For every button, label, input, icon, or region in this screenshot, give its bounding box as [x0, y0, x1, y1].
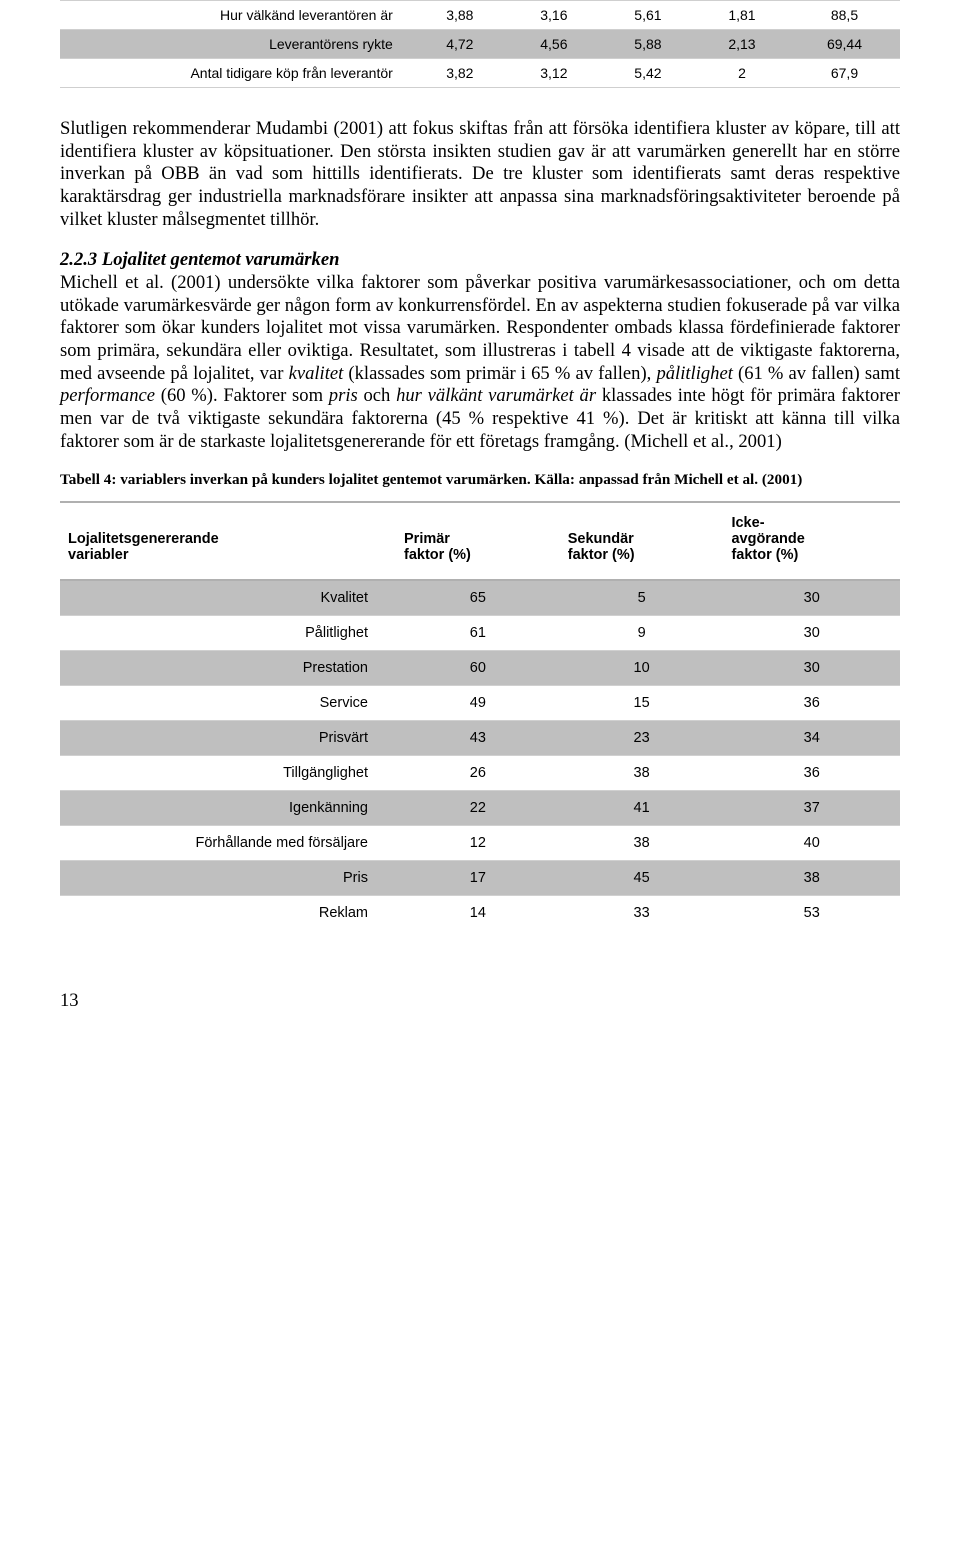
- table-cell: 30: [723, 651, 900, 686]
- table-cell: 69,44: [789, 30, 900, 59]
- table-cell: 26: [396, 756, 560, 791]
- table-cell: 2,13: [695, 30, 789, 59]
- table-cell: Pålitlighet: [60, 616, 396, 651]
- table-cell: 36: [723, 756, 900, 791]
- section-heading: 2.2.3 Lojalitet gentemot varumärken: [60, 249, 900, 272]
- table-row: Antal tidigare köp från leverantör3,823,…: [60, 59, 900, 88]
- italic-term: performance: [60, 385, 155, 406]
- col-header-variables: Lojalitetsgenererande variabler: [60, 502, 396, 580]
- table-cell: 5,42: [601, 59, 695, 88]
- table-row: Pålitlighet61930: [60, 616, 900, 651]
- table-cell: Antal tidigare köp från leverantör: [60, 59, 413, 88]
- table-cell: 4,72: [413, 30, 507, 59]
- table-cell: 45: [560, 861, 724, 896]
- table-cell: Reklam: [60, 896, 396, 931]
- table-cell: Kvalitet: [60, 580, 396, 616]
- table-cell: 23: [560, 721, 724, 756]
- table-cell: Service: [60, 686, 396, 721]
- paragraph-1: Slutligen rekommenderar Mudambi (2001) a…: [60, 118, 900, 231]
- table-cell: Igenkänning: [60, 791, 396, 826]
- table-cell: Hur välkänd leverantören är: [60, 1, 413, 30]
- supplier-factors-table: Hur välkänd leverantören är3,883,165,611…: [60, 0, 900, 88]
- table-cell: 1,81: [695, 1, 789, 30]
- table-row: Förhållande med försäljare123840: [60, 826, 900, 861]
- table-cell: 36: [723, 686, 900, 721]
- table-cell: 12: [396, 826, 560, 861]
- table-4-caption: Tabell 4: variablers inverkan på kunders…: [60, 471, 900, 489]
- table-cell: 53: [723, 896, 900, 931]
- table-cell: 40: [723, 826, 900, 861]
- col-header-secondary: Sekundär faktor (%): [560, 502, 724, 580]
- table-row: Tillgänglighet263836: [60, 756, 900, 791]
- page-number: 13: [60, 990, 900, 1012]
- col-header-primary: Primär faktor (%): [396, 502, 560, 580]
- table-cell: 4,56: [507, 30, 601, 59]
- table-cell: 38: [723, 861, 900, 896]
- table-row: Pris174538: [60, 861, 900, 896]
- table-cell: 33: [560, 896, 724, 931]
- table-row: Hur välkänd leverantören är3,883,165,611…: [60, 1, 900, 30]
- table-cell: 9: [560, 616, 724, 651]
- table-cell: 65: [396, 580, 560, 616]
- italic-term: kvalitet: [289, 363, 344, 384]
- table-row: Kvalitet65530: [60, 580, 900, 616]
- table-cell: Tillgänglighet: [60, 756, 396, 791]
- table-cell: 22: [396, 791, 560, 826]
- table-cell: 10: [560, 651, 724, 686]
- table-cell: 67,9: [789, 59, 900, 88]
- table-row: Prisvärt432334: [60, 721, 900, 756]
- table-cell: 2: [695, 59, 789, 88]
- table-cell: 88,5: [789, 1, 900, 30]
- table-cell: Pris: [60, 861, 396, 896]
- table-cell: 30: [723, 580, 900, 616]
- table-cell: Leverantörens rykte: [60, 30, 413, 59]
- table-cell: 41: [560, 791, 724, 826]
- italic-term: pålitlighet: [656, 363, 732, 384]
- col-header-nondecisive: Icke- avgörande faktor (%): [723, 502, 900, 580]
- table-cell: 49: [396, 686, 560, 721]
- table-row: Service491536: [60, 686, 900, 721]
- table-cell: 5,61: [601, 1, 695, 30]
- table-cell: Förhållande med försäljare: [60, 826, 396, 861]
- table-cell: 15: [560, 686, 724, 721]
- table-cell: 3,16: [507, 1, 601, 30]
- table-cell: 30: [723, 616, 900, 651]
- table-cell: 38: [560, 826, 724, 861]
- table-cell: 3,82: [413, 59, 507, 88]
- table-cell: 43: [396, 721, 560, 756]
- table-row: Prestation601030: [60, 651, 900, 686]
- table-cell: 37: [723, 791, 900, 826]
- italic-term: pris: [329, 385, 358, 406]
- italic-term: hur välkänt varumärket är: [396, 385, 596, 406]
- table-cell: 3,12: [507, 59, 601, 88]
- table-cell: 17: [396, 861, 560, 896]
- table-cell: 61: [396, 616, 560, 651]
- table-row: Igenkänning224137: [60, 791, 900, 826]
- table-cell: 5,88: [601, 30, 695, 59]
- table-cell: Prisvärt: [60, 721, 396, 756]
- table-row: Reklam143353: [60, 896, 900, 931]
- loyalty-variables-table: Lojalitetsgenererande variabler Primär f…: [60, 501, 900, 930]
- table-cell: 38: [560, 756, 724, 791]
- table-cell: 60: [396, 651, 560, 686]
- table-cell: 14: [396, 896, 560, 931]
- table-cell: 3,88: [413, 1, 507, 30]
- table-row: Leverantörens rykte4,724,565,882,1369,44: [60, 30, 900, 59]
- table-cell: 5: [560, 580, 724, 616]
- table-cell: 34: [723, 721, 900, 756]
- table-cell: Prestation: [60, 651, 396, 686]
- paragraph-2: Michell et al. (2001) undersökte vilka f…: [60, 272, 900, 453]
